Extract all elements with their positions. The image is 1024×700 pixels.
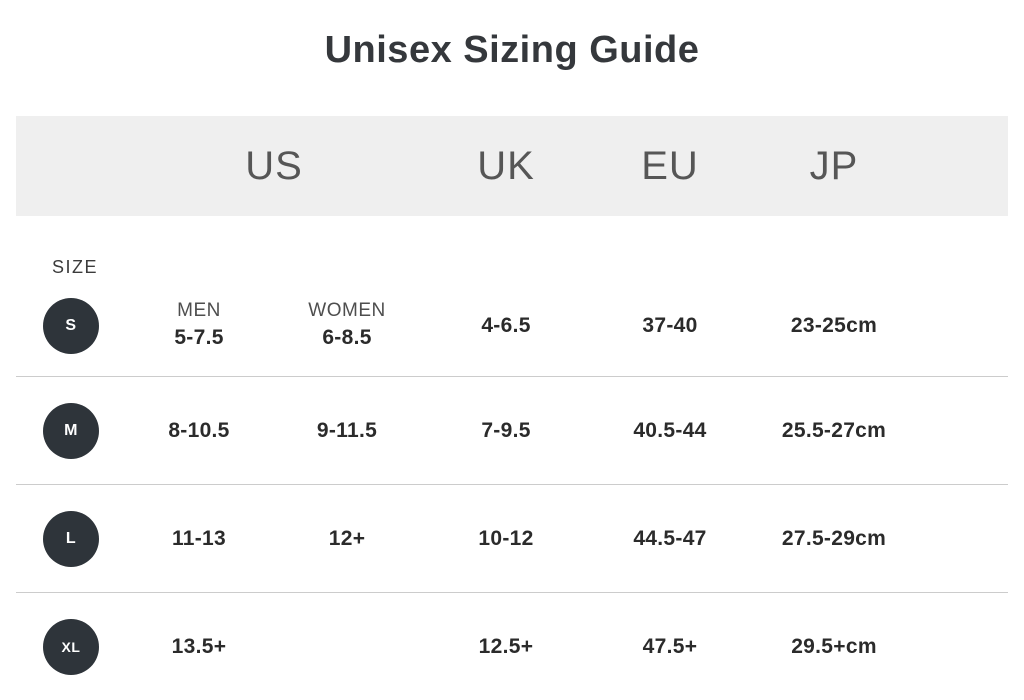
cell-l-jp: 27.5-29cm xyxy=(750,525,918,553)
cell-xl-us-men: 13.5+ xyxy=(126,633,272,661)
size-badge-m: M xyxy=(43,402,99,459)
cell-xl-jp: 29.5+cm xyxy=(750,633,918,661)
region-header-eu: EU xyxy=(641,143,699,188)
cell-m-us-women: 9-11.5 xyxy=(272,417,422,445)
cell-s-us-men: MEN 5-7.5 xyxy=(126,300,272,352)
value-l-us-women: 12+ xyxy=(328,526,366,550)
cell-m-jp: 25.5-27cm xyxy=(750,417,918,445)
cell-m-us-men: 8-10.5 xyxy=(126,417,272,445)
table-row-m: M 8-10.5 9-11.5 7-9.5 40.5-44 25.5-27cm xyxy=(16,377,1008,485)
cell-s-jp: 23-25cm xyxy=(750,312,918,340)
value-xl-us-men: 13.5+ xyxy=(171,634,227,658)
value-xl-uk: 12.5+ xyxy=(478,634,534,658)
cell-xl-eu: 47.5+ xyxy=(590,633,750,661)
table-row-l: L 11-13 12+ 10-12 44.5-47 27.5-29cm xyxy=(16,485,1008,593)
us-men-label: MEN xyxy=(177,300,221,321)
size-column-spacer xyxy=(16,116,126,216)
us-women-label: WOMEN xyxy=(308,300,386,321)
value-xl-jp: 29.5+cm xyxy=(791,634,877,658)
cell-xl-uk: 12.5+ xyxy=(422,633,590,661)
value-s-uk: 4-6.5 xyxy=(481,314,531,337)
page-title: Unisex Sizing Guide xyxy=(324,29,700,71)
cell-l-uk: 10-12 xyxy=(422,525,590,553)
size-badge-l: L xyxy=(43,510,99,567)
region-header-us: US xyxy=(245,143,303,188)
value-l-jp: 27.5-29cm xyxy=(781,526,887,550)
value-m-eu: 40.5-44 xyxy=(633,418,707,442)
cell-s-eu: 37-40 xyxy=(590,312,750,340)
value-m-uk: 7-9.5 xyxy=(481,418,531,442)
value-s-us-women: 6-8.5 xyxy=(322,326,372,349)
size-badge-s-wrap: S xyxy=(16,298,126,354)
value-m-us-men: 8-10.5 xyxy=(168,418,230,442)
size-badge-m-wrap: M xyxy=(16,402,126,459)
cell-l-us-women: 12+ xyxy=(272,525,422,553)
value-l-eu: 44.5-47 xyxy=(633,526,707,550)
region-header-uk: UK xyxy=(477,143,535,188)
region-header-jp: JP xyxy=(809,143,859,188)
cell-l-us-men: 11-13 xyxy=(126,525,272,553)
table-row-xl: XL 13.5+ 12.5+ 47.5+ 29.5+cm xyxy=(16,593,1008,700)
size-badge-s: S xyxy=(43,298,99,354)
value-l-uk: 10-12 xyxy=(478,526,534,550)
cell-m-eu: 40.5-44 xyxy=(590,417,750,445)
cell-s-us-women: WOMEN 6-8.5 xyxy=(272,300,422,352)
size-badge-xl: XL xyxy=(43,618,99,675)
size-badge-xl-wrap: XL xyxy=(16,618,126,675)
trailing-spacer xyxy=(918,116,1008,216)
value-s-us-men: 5-7.5 xyxy=(174,326,224,349)
cell-l-eu: 44.5-47 xyxy=(590,525,750,553)
value-m-jp: 25.5-27cm xyxy=(781,418,887,442)
value-xl-eu: 47.5+ xyxy=(642,634,698,658)
table-row-s: S MEN 5-7.5 WOMEN 6-8.5 4-6.5 37-40 23-2… xyxy=(16,298,1008,377)
cell-s-uk: 4-6.5 xyxy=(422,312,590,340)
cell-m-uk: 7-9.5 xyxy=(422,417,590,445)
region-header-band: US UK EU JP xyxy=(16,116,1008,216)
value-s-eu: 37-40 xyxy=(642,314,698,337)
value-s-jp: 23-25cm xyxy=(790,314,878,337)
size-column-label: SIZE xyxy=(52,257,99,277)
value-l-us-men: 11-13 xyxy=(171,526,227,550)
size-badge-l-wrap: L xyxy=(16,510,126,567)
value-m-us-women: 9-11.5 xyxy=(316,418,378,442)
